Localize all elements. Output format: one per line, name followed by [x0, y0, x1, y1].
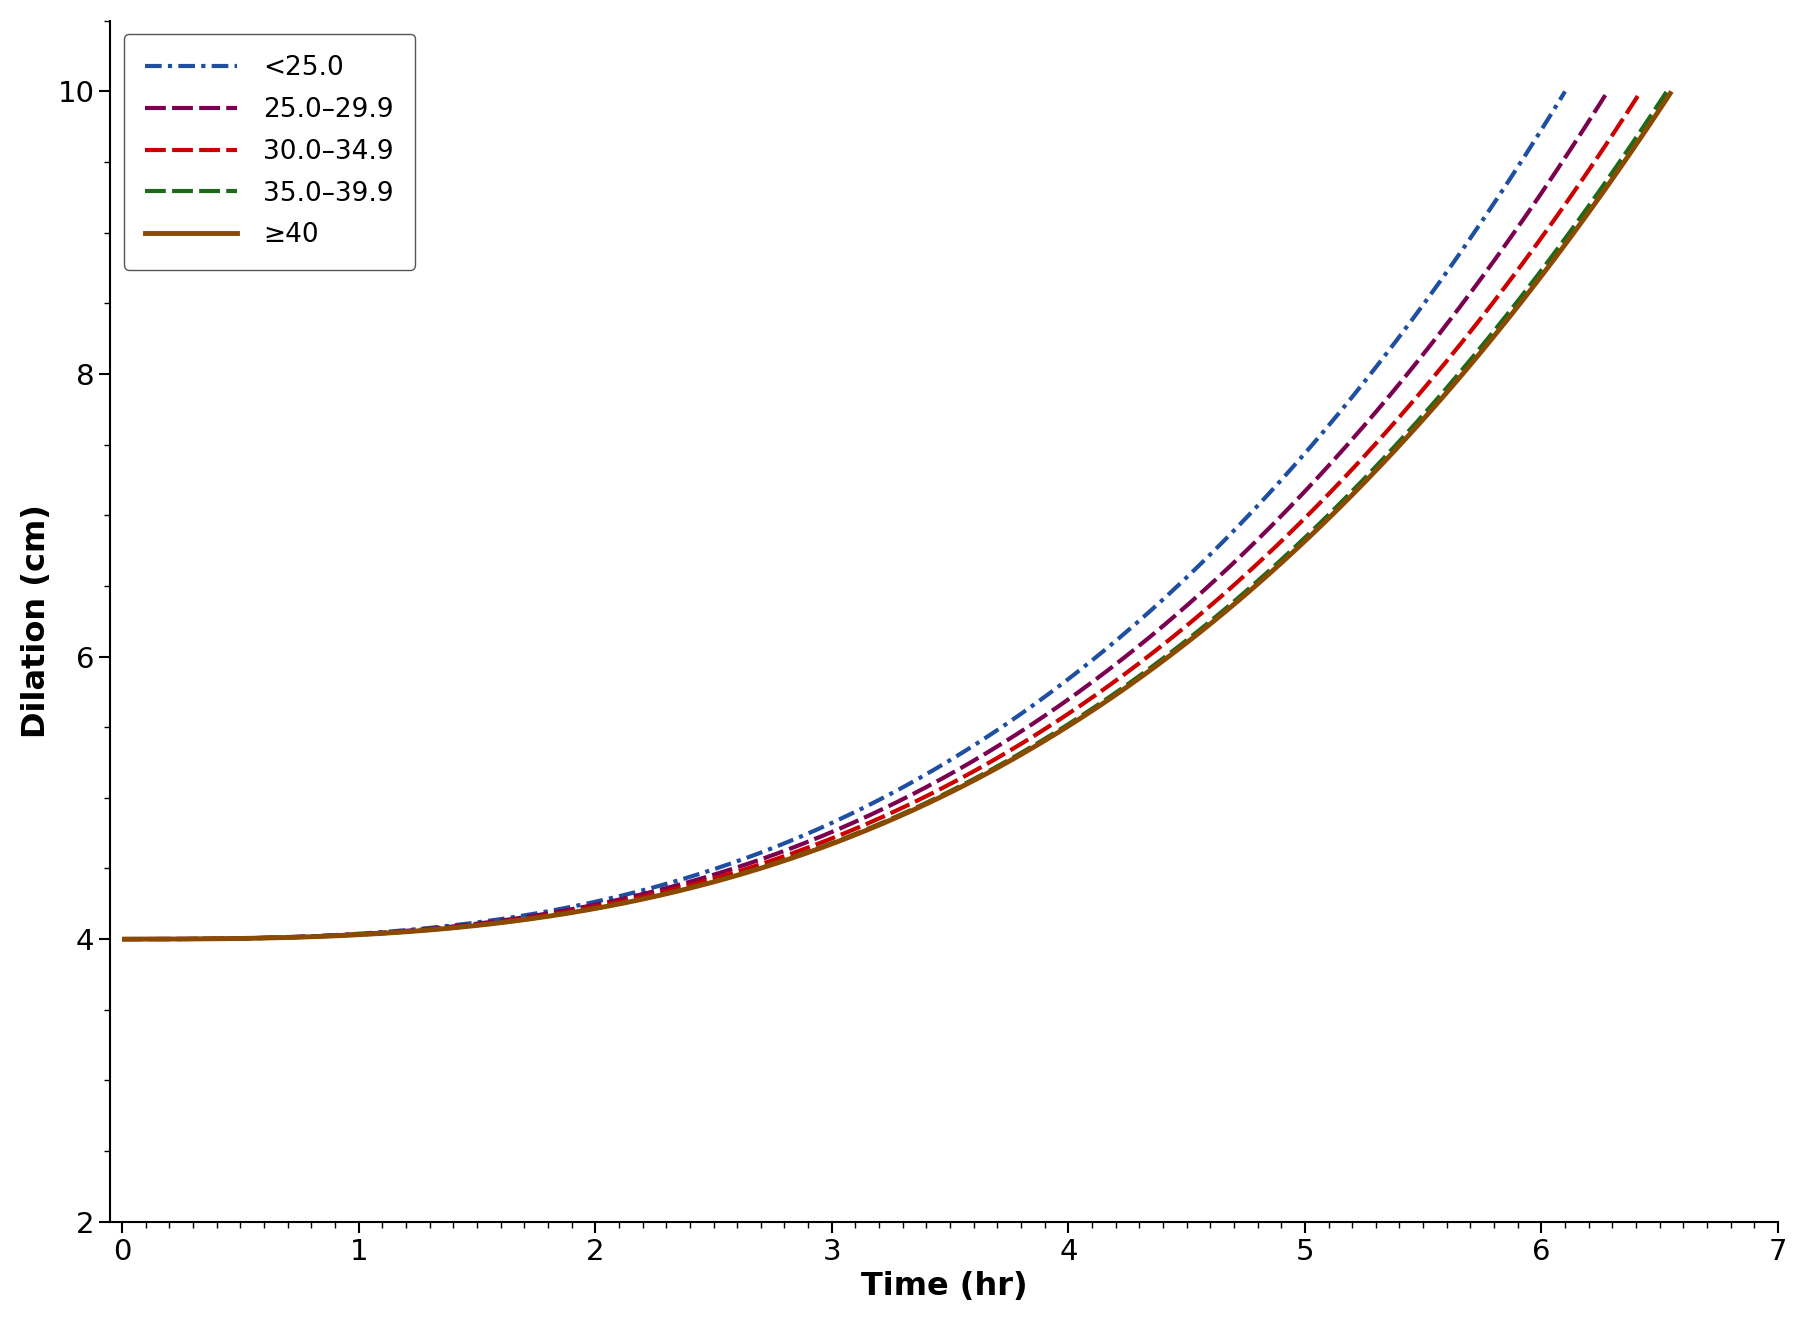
X-axis label: Time (hr): Time (hr)	[860, 1271, 1026, 1302]
Legend: <25.0, 25.0–29.9, 30.0–34.9, 35.0–39.9, ≥40: <25.0, 25.0–29.9, 30.0–34.9, 35.0–39.9, …	[123, 34, 416, 270]
Y-axis label: Dilation (cm): Dilation (cm)	[22, 504, 52, 738]
